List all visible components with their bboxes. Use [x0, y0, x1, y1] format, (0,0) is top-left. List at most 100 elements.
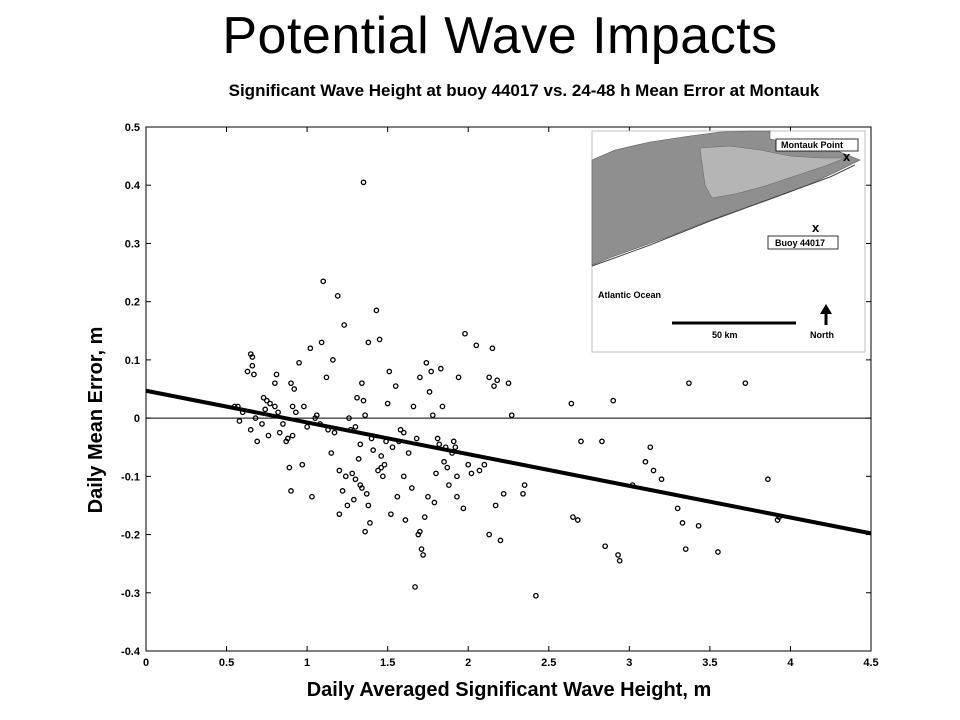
- data-point: [674, 505, 681, 512]
- data-point: [408, 485, 415, 491]
- data-point: [388, 511, 394, 518]
- y-axis-title: Daily Mean Error, m: [85, 327, 107, 514]
- data-point: [378, 453, 385, 459]
- data-point: [362, 528, 368, 535]
- page-title: Potential Wave Impacts: [222, 7, 778, 65]
- data-point: [254, 438, 261, 445]
- data-point: [658, 476, 665, 483]
- data-point: [418, 546, 425, 552]
- data-point: [449, 450, 455, 456]
- data-point: [286, 464, 293, 471]
- data-point: [392, 383, 399, 389]
- data-point: [252, 415, 259, 421]
- data-point: [339, 488, 346, 494]
- data-point: [381, 461, 388, 468]
- data-point: [355, 456, 362, 462]
- data-point: [486, 374, 493, 381]
- data-point: [568, 400, 575, 407]
- data-point: [647, 444, 654, 451]
- data-point: [397, 426, 404, 433]
- data-point: [236, 418, 243, 424]
- data-point: [359, 380, 365, 387]
- data-point: [307, 345, 314, 352]
- x-axis-title: Daily Averaged Significant Wave Height, …: [307, 679, 712, 701]
- data-point: [368, 435, 375, 442]
- data-point: [441, 458, 447, 465]
- data-point: [288, 380, 294, 387]
- data-point: [610, 397, 617, 404]
- data-point: [318, 339, 325, 346]
- long-island-north-shore: [699, 145, 846, 199]
- data-point: [410, 403, 417, 410]
- data-point: [379, 473, 386, 480]
- data-point: [468, 470, 475, 477]
- data-point: [570, 514, 576, 520]
- buoy-marker: x: [812, 220, 820, 235]
- data-point: [492, 502, 499, 509]
- data-point: [249, 362, 256, 369]
- x-tick-label: 1.5: [380, 657, 395, 669]
- data-point: [602, 543, 609, 550]
- data-point: [742, 380, 749, 387]
- data-point: [323, 374, 330, 381]
- data-point: [350, 496, 357, 503]
- montauk-marker: x: [843, 149, 851, 164]
- data-point: [272, 380, 278, 387]
- x-tick-label: 2: [465, 657, 471, 669]
- data-point: [292, 409, 299, 416]
- data-point: [354, 394, 360, 401]
- buoy-label-box: [767, 235, 839, 250]
- data-point: [320, 278, 327, 285]
- data-point: [423, 359, 430, 366]
- data-point: [426, 389, 433, 395]
- data-point: [304, 423, 310, 430]
- data-points: [231, 179, 783, 599]
- data-point: [360, 397, 367, 404]
- data-point: [508, 412, 515, 419]
- data-point: [682, 546, 689, 552]
- y-tick-label: -0.3: [121, 588, 140, 600]
- data-point: [299, 461, 306, 468]
- data-point: [263, 397, 270, 404]
- data-point: [400, 429, 407, 436]
- data-point: [444, 464, 451, 471]
- data-point: [239, 409, 246, 416]
- data-point: [629, 482, 636, 488]
- data-point: [296, 359, 302, 366]
- data-point: [462, 330, 468, 337]
- buoy-label: Buoy 44017: [775, 238, 825, 248]
- data-point: [455, 374, 462, 381]
- data-point: [359, 485, 365, 491]
- data-point: [521, 482, 528, 488]
- data-point: [352, 476, 359, 483]
- shoreline: [591, 164, 856, 267]
- data-point: [373, 307, 380, 314]
- data-point: [431, 499, 438, 506]
- y-tick-label: -0.1: [121, 471, 140, 483]
- data-point: [259, 421, 265, 427]
- data-point: [331, 429, 338, 436]
- data-point: [481, 461, 488, 468]
- data-point: [476, 467, 483, 474]
- data-point: [396, 438, 402, 445]
- data-point: [301, 403, 307, 410]
- data-point: [288, 488, 294, 494]
- data-point: [436, 441, 443, 448]
- data-point: [686, 380, 692, 387]
- data-point: [363, 490, 370, 497]
- data-point: [313, 412, 320, 419]
- y-tick-label: 0: [134, 413, 140, 425]
- data-point: [428, 368, 435, 375]
- data-point: [505, 380, 512, 387]
- data-point: [344, 502, 351, 509]
- data-point: [276, 429, 283, 436]
- north-arrow-head: [820, 304, 832, 314]
- data-point: [765, 476, 771, 483]
- x-tick-label: 1: [304, 657, 310, 669]
- data-point: [715, 549, 721, 555]
- data-point: [352, 423, 359, 430]
- data-point: [494, 377, 501, 384]
- data-point: [454, 473, 460, 480]
- data-point: [289, 432, 296, 439]
